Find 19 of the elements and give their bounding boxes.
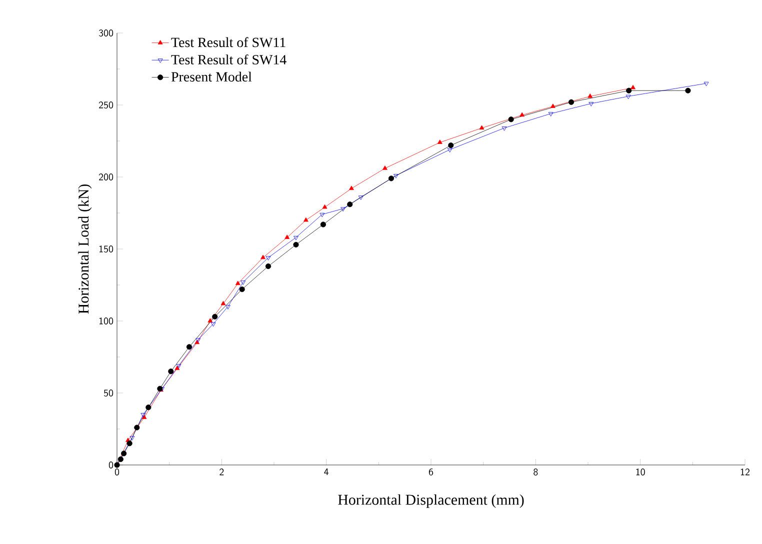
y-tick-label: 0	[108, 461, 114, 468]
y-tick-label: 50	[104, 389, 114, 396]
x-tick-label: 12	[740, 468, 750, 476]
y-tick-label: 250	[98, 101, 114, 108]
x-tick-label: 10	[636, 468, 645, 476]
y-tick-label: 100	[99, 317, 114, 324]
y-tick-label: 150	[99, 245, 114, 252]
y-axis-title: Horizontal Load (kN)	[78, 184, 92, 314]
y-tick-label: 200	[98, 173, 114, 180]
x-tick-label: 8	[534, 468, 538, 476]
x-tick-label: 0	[114, 468, 120, 476]
y-tick-label: 300	[98, 29, 114, 36]
x-tick-label: 4	[324, 468, 329, 476]
legend-label: Present Model	[171, 72, 252, 82]
x-tick-label: 2	[220, 468, 224, 476]
legend-label: Test Result of SW14	[171, 54, 286, 65]
x-tick-label: 6	[428, 468, 434, 476]
legend-label: Test Result of SW11	[171, 37, 286, 48]
x-axis-title: Horizontal Displacement (mm)	[338, 494, 524, 508]
